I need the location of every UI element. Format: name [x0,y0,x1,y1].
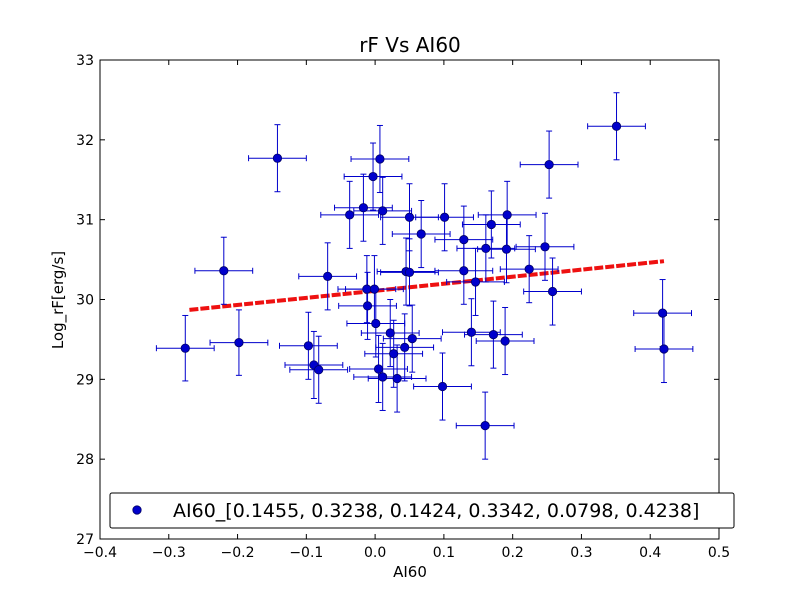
data-point [437,381,448,392]
x-axis-label: AI60 [393,563,427,581]
x-tick-label: 0.5 [708,545,730,561]
axis-ticks-layer: −0.4 −0.3 −0.2 −0.1 0.0 0.1 0.2 0.3 0.4 0.5 27 28 29… [76,53,730,561]
data-point [358,203,369,213]
data-point [400,342,410,352]
data-point [323,271,333,281]
data-point [488,330,499,340]
y-axis-label: Log_rF[erg/s] [49,251,68,349]
x-tick-label: −0.2 [221,545,255,561]
x-tick-label: 0.2 [502,545,524,561]
legend: AI60_[0.1455, 0.3238, 0.1424, 0.3342, 0.… [109,492,735,529]
x-tick-label: 0.3 [570,545,592,561]
data-point [371,318,381,329]
legend-box [109,492,735,529]
data-point [272,153,283,163]
data-point [404,212,415,222]
data-point [373,364,384,374]
legend-entry-label: AI60_[0.1455, 0.3238, 0.1424, 0.3342, 0.… [173,500,699,522]
y-tick-label: 33 [76,53,94,69]
errorbar-layer [155,92,694,460]
fit-line-layer [189,259,665,312]
x-tick-label: 0.0 [364,545,386,561]
y-tick-label: 27 [76,532,94,548]
data-point [375,154,385,164]
data-point [362,301,373,311]
data-point [459,235,469,245]
y-tick-label: 30 [76,293,94,309]
data-point [547,286,558,297]
data-point [480,421,490,431]
y-tick-label: 29 [76,372,94,388]
data-point [658,308,668,318]
data-point [345,210,355,220]
y-tick-label: 31 [76,213,94,229]
data-point [466,327,476,337]
x-tick-label: −0.4 [83,545,117,561]
data-point [500,336,510,346]
data-point [219,266,229,276]
x-tick-label: −0.1 [289,545,323,561]
data-point [362,284,372,294]
data-point [234,338,244,348]
data-point [180,343,190,353]
y-tick-label: 28 [76,452,94,468]
data-point [407,334,417,344]
data-point [389,349,399,359]
x-tick-label: 0.1 [433,545,455,561]
data-point [378,372,388,382]
legend-marker [132,505,142,515]
x-tick-label: 0.4 [639,545,661,561]
data-point [611,121,622,131]
fit-line [189,259,665,312]
data-point [368,171,378,182]
data-point [439,212,450,222]
data-point [392,373,402,384]
y-tick-label: 32 [76,133,94,149]
data-point [524,264,534,274]
data-point [459,266,469,276]
data-point [502,210,512,220]
data-point [501,244,512,254]
x-tick-label: −0.3 [152,545,186,561]
data-point [303,341,313,351]
data-point [404,267,415,277]
data-point [470,277,481,287]
data-point [481,243,491,254]
data-point [544,159,554,170]
data-point [385,328,395,338]
data-point [314,365,324,375]
data-point [369,284,380,294]
data-point [378,206,388,216]
data-point [540,242,550,252]
data-points-layer [180,121,669,431]
data-point [416,229,426,239]
data-point [486,219,496,230]
chart-title: rF Vs AI60 [359,33,461,57]
data-point [659,344,669,354]
